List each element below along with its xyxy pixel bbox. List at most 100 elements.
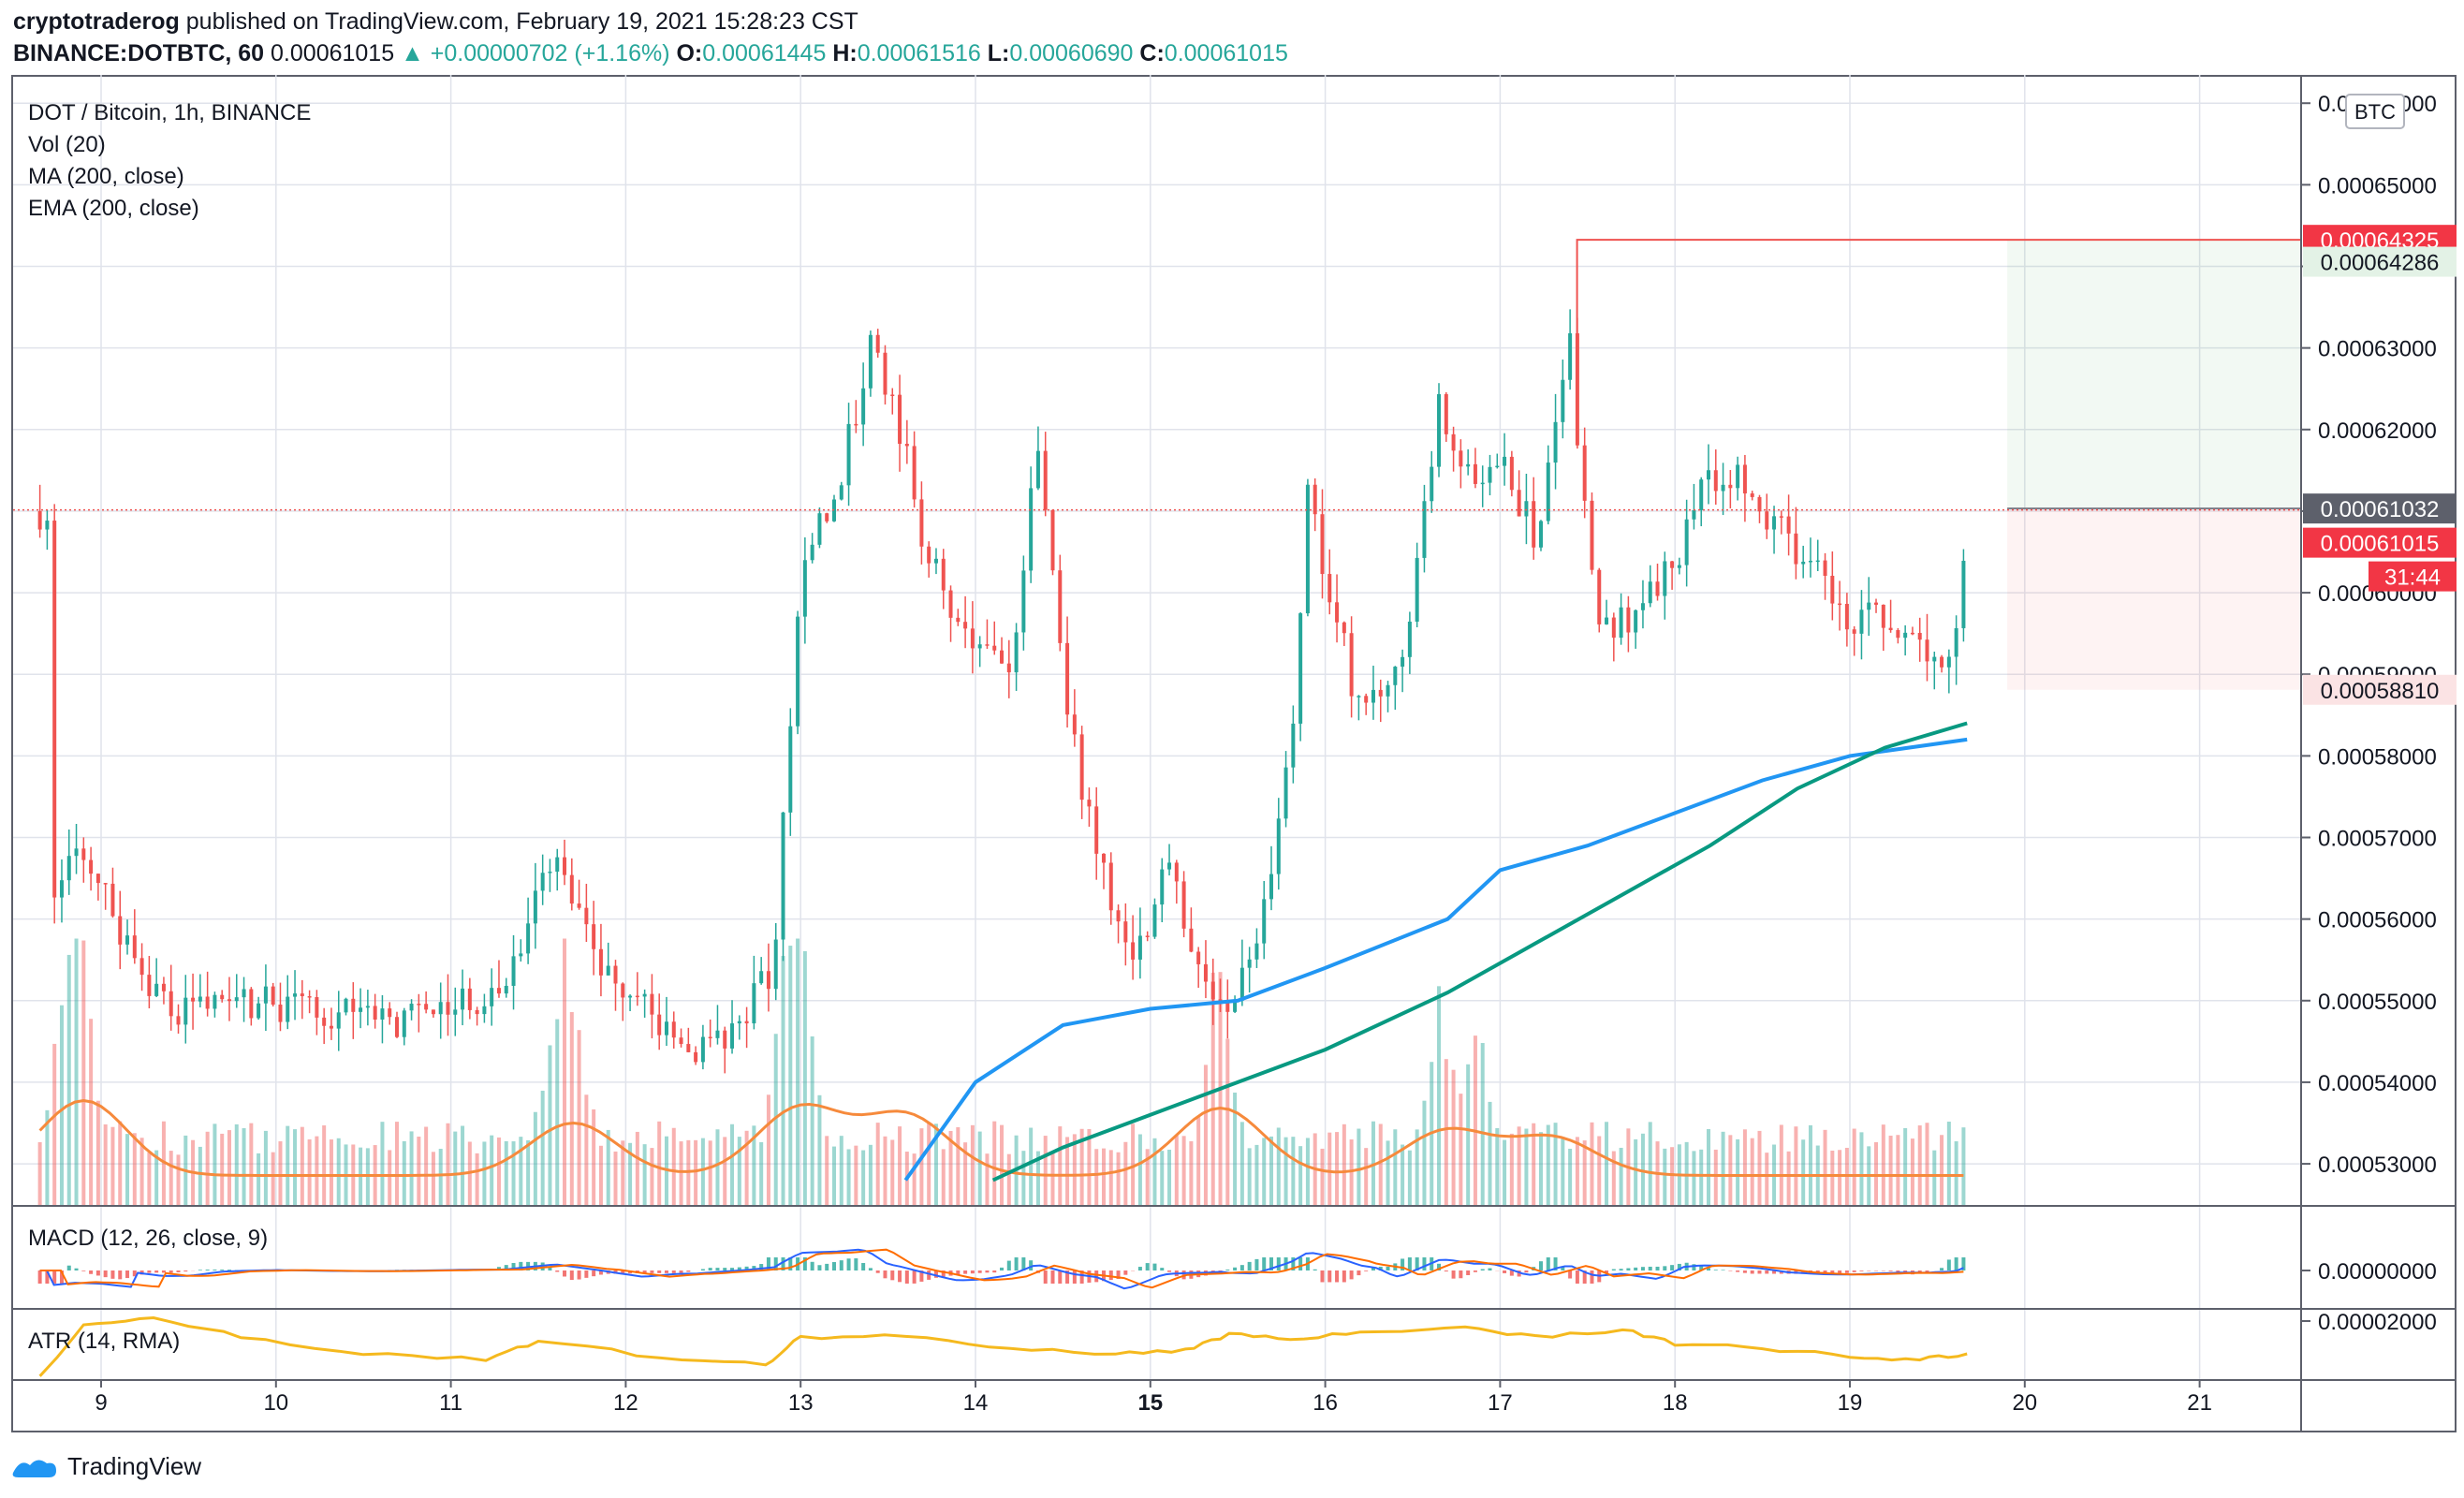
legend-ma[interactable]: MA (200, close) [28,164,184,189]
macd-histogram-bar [744,1266,749,1270]
volume-bar [511,1141,516,1206]
candle-body [825,513,829,521]
macd-histogram-bar [563,1270,567,1277]
candle-body [1196,951,1201,964]
volume-bar [1152,1138,1157,1206]
volume-bar [1247,1148,1252,1206]
candle-body [1852,629,1856,634]
volume-bar [1276,1127,1281,1206]
volume-bar [773,1034,778,1206]
atr-tick-label: 0.00002000 [2318,1310,2437,1335]
candle-body [1108,862,1113,911]
volume-bar [715,1129,720,1206]
candle-body [802,560,807,617]
macd-histogram-bar [1451,1270,1456,1279]
candle-body [220,994,225,1000]
volume-bar [700,1138,705,1206]
brand-name: TradingView [67,1451,202,1480]
macd-histogram-bar [1262,1257,1267,1270]
candle-body [642,993,647,997]
candle-body [548,871,552,874]
macd-histogram-bar [1553,1257,1558,1270]
legend-main[interactable]: DOT / Bitcoin, 1h, BINANCE [28,100,311,125]
volume-bar [606,1129,610,1206]
volume-bar [249,1123,254,1206]
legend-macd[interactable]: MACD (12, 26, close, 9) [28,1226,268,1251]
macd-histogram-bar [183,1270,188,1272]
volume-bar [37,1141,42,1206]
macd-histogram-bar [817,1265,822,1270]
macd-histogram-bar [1058,1270,1063,1284]
candle-body [1058,570,1063,643]
volume-bar [671,1127,676,1206]
macd-histogram-bar [1488,1268,1492,1270]
candle-body [1794,533,1798,565]
macd-histogram-bar [1640,1267,1645,1270]
candle-body [1021,570,1026,633]
volume-bar [1954,1141,1958,1206]
candle-body [74,848,79,857]
macd-histogram-bar [919,1270,924,1282]
candle-body [1517,490,1521,517]
volume-bar [1582,1140,1587,1206]
volume-bar [1553,1123,1558,1206]
candle-body [752,983,756,1024]
candle-body [496,988,501,994]
volume-bar [635,1131,639,1206]
candle-body [1145,935,1150,937]
volume-bar [1327,1132,1332,1206]
volume-bar [293,1129,298,1206]
volume-bar [802,950,807,1206]
candle-body [1043,450,1048,510]
volume-bar [1131,1124,1136,1206]
macd-histogram-bar [715,1268,720,1270]
macd-histogram-bar [147,1270,152,1273]
legend-ema[interactable]: EMA (200, close) [28,196,199,221]
candle-body [679,1037,683,1045]
volume-bar [198,1146,202,1206]
volume-bar [402,1140,406,1206]
volume-bar [74,938,79,1206]
macd-histogram-bar [825,1263,829,1270]
chart-frame[interactable] [11,75,2457,1432]
candle-body [948,590,953,618]
currency-badge[interactable]: BTC [2345,94,2405,129]
last-price-label: 0.00061015 [2321,532,2440,557]
candle-body [1181,881,1186,929]
volume-bar [1378,1124,1383,1206]
volume-bar [1640,1133,1645,1206]
candle-body [569,874,574,904]
volume-bar [1269,1136,1274,1206]
volume-bar [1087,1128,1092,1206]
volume-bar [118,1121,123,1206]
time-tick-label: 18 [1663,1390,1688,1416]
macd-histogram-bar [664,1270,668,1273]
candle-body [1801,561,1806,565]
author-name[interactable]: cryptotraderog [13,8,180,35]
macd-histogram-bar [1568,1270,1573,1279]
candle-body [242,989,246,998]
candle-body [169,991,173,1017]
macd-histogram-bar [1619,1269,1623,1270]
volume-bar [592,1109,596,1206]
volume-bar [1000,1124,1005,1206]
candle-body [249,989,254,1019]
volume-bar [66,954,71,1206]
candle-body [89,859,94,874]
candle-body [271,986,275,1005]
candle-body [1079,734,1084,800]
volume-bar [409,1131,414,1206]
macd-histogram-bar [985,1270,990,1273]
volume-bar [825,1136,829,1206]
legend-vol[interactable]: Vol (20) [28,132,106,157]
legend-atr[interactable]: ATR (14, RMA) [28,1329,180,1354]
candle-body [1393,667,1398,685]
long-position-tool[interactable] [2007,240,2301,690]
candle-body [1888,627,1893,631]
candle-body [1903,632,1908,639]
macd-histogram-bar [1327,1270,1332,1283]
macd-histogram-bar [802,1257,807,1270]
volume-bar [424,1126,429,1206]
macd-histogram-bar [1801,1270,1806,1274]
